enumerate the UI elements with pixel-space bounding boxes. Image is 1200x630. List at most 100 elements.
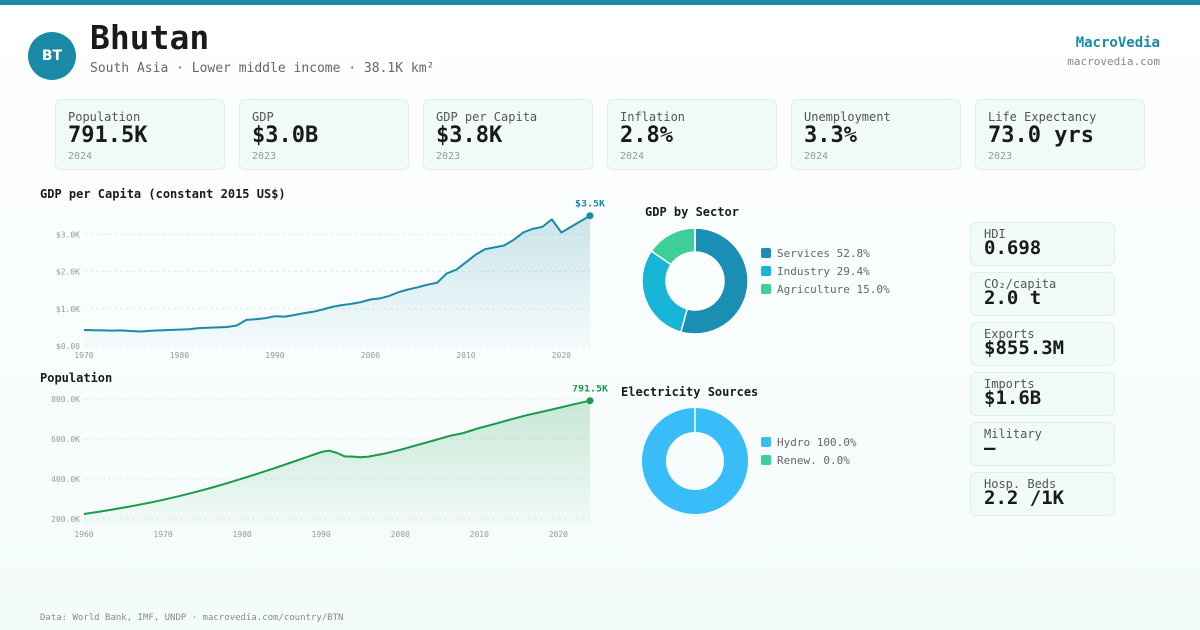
legend-label: Services <box>777 246 830 260</box>
y-tick-label: 800.0K <box>51 395 80 404</box>
x-tick-label: 1980 <box>232 530 251 539</box>
series-end-label: 791.5K <box>572 385 608 395</box>
brand-url[interactable]: macrovedia.com <box>1067 55 1160 68</box>
side-card-hdi: HDI 0.698 <box>970 222 1115 266</box>
legend-value: 100.0% <box>816 435 857 449</box>
electricity-chart-title: Electricity Sources <box>621 385 759 399</box>
stat-card-gdp-per-capita: GDP per Capita $3.8K 2023 <box>423 99 593 170</box>
y-tick-label: 600.0K <box>51 435 80 444</box>
series-end-point <box>586 212 594 220</box>
side-card-hospital-beds: Hosp. Beds 2.2 /1K <box>970 472 1115 516</box>
legend-swatch-hydro <box>761 437 771 447</box>
legend-swatch-renewable <box>761 455 771 465</box>
stat-card-inflation: Inflation 2.8% 2024 <box>607 99 777 170</box>
legend-swatch-agriculture <box>761 284 771 294</box>
series-line <box>83 399 591 515</box>
stat-value: $3.8K <box>436 123 503 148</box>
stat-value: $3.0B <box>252 123 319 148</box>
stat-value: 73.0 yrs <box>988 123 1094 148</box>
gdp-sector-donut <box>641 227 749 335</box>
y-tick-label: $2.0K <box>56 268 80 277</box>
population-chart: 200.0K 400.0K 600.0K 800.0K 1960 1970 1980 1990… <box>51 385 608 539</box>
legend-value: 52.8% <box>836 246 870 260</box>
donut-slice-services <box>679 227 749 335</box>
population-chart-title: Population <box>40 371 113 385</box>
side-stat-label: Hosp. Beds <box>984 477 1057 491</box>
legend-value: 15.0% <box>856 282 890 296</box>
stat-year: 2023 <box>436 151 461 162</box>
legend-label: Renew. <box>777 453 817 467</box>
side-card-exports: Exports $855.3M <box>970 322 1115 366</box>
electricity-legend: Hydro 100.0% Renew. 0.0% <box>761 433 857 469</box>
side-stat-label: HDI <box>984 227 1006 241</box>
stat-card-life-expectancy: Life Expectancy 73.0 yrs 2023 <box>975 99 1145 170</box>
y-tick-label: $0.00 <box>56 342 80 351</box>
stat-value: 2.8% <box>620 123 673 148</box>
x-tick-label: 1990 <box>265 351 284 360</box>
side-stat-value: 0.698 <box>984 237 1042 259</box>
stat-year: 2023 <box>988 151 1013 162</box>
gdp-sector-legend: Services 52.8% Industry 29.4% Agricultur… <box>761 244 890 298</box>
side-stat-label: Military <box>984 427 1042 441</box>
stat-value: 791.5K <box>68 123 148 148</box>
country-badge: BT <box>28 32 76 80</box>
series-area <box>84 215 590 346</box>
legend-label: Industry <box>777 264 830 278</box>
stat-label: Unemployment <box>804 110 891 124</box>
legend-label: Agriculture <box>777 282 850 296</box>
x-tick-label: 2020 <box>549 530 568 539</box>
side-stat-value: $855.3M <box>984 337 1065 359</box>
gdp-per-capita-chart-title: GDP per Capita (constant 2015 US$) <box>40 187 286 201</box>
stat-year: 2024 <box>68 151 93 162</box>
x-tick-label: 2000 <box>361 351 380 360</box>
side-stat-label: Imports <box>984 377 1035 391</box>
legend-swatch-industry <box>761 266 771 276</box>
gdp-sector-chart-title: GDP by Sector <box>645 205 739 219</box>
side-stat-label: Exports <box>984 327 1035 341</box>
series-line <box>83 214 591 333</box>
legend-swatch-services <box>761 248 771 258</box>
side-card-imports: Imports $1.6B <box>970 372 1115 416</box>
series-end-point <box>586 397 594 405</box>
country-name: Bhutan <box>90 18 210 57</box>
x-tick-label: 2010 <box>456 351 475 360</box>
y-tick-label: 400.0K <box>51 475 80 484</box>
y-tick-label: $1.0K <box>56 305 80 314</box>
legend-item-renewable: Renew. 0.0% <box>761 451 857 469</box>
donut-slice-industry <box>641 249 689 333</box>
x-tick-label: 1980 <box>170 351 189 360</box>
side-card-military: Military — <box>970 422 1115 466</box>
series-area <box>84 400 590 525</box>
side-stat-label: CO₂/capita <box>984 277 1057 291</box>
donut-slice-hydro <box>642 408 748 514</box>
country-subtitle: South Asia · Lower middle income · 38.1K… <box>90 61 435 76</box>
side-stat-value: 2.0 t <box>984 287 1042 309</box>
stat-label: Inflation <box>620 110 686 124</box>
side-stat-value: 2.2 /1K <box>984 487 1065 509</box>
x-tick-label: 1960 <box>74 530 93 539</box>
x-tick-label: 1970 <box>74 351 93 360</box>
legend-item-industry: Industry 29.4% <box>761 262 890 280</box>
stat-year: 2024 <box>620 151 645 162</box>
stat-year: 2024 <box>804 151 829 162</box>
gdp-per-capita-chart: $0.00 $1.0K $2.0K $3.0K 1970 1980 1990 2000 2010… <box>56 200 605 360</box>
stat-value: 3.3% <box>804 123 857 148</box>
side-card-co2: CO₂/capita 2.0 t <box>970 272 1115 316</box>
legend-item-agriculture: Agriculture 15.0% <box>761 280 890 298</box>
x-tick-label: 1970 <box>153 530 172 539</box>
stat-card-gdp: GDP $3.0B 2023 <box>239 99 409 170</box>
y-tick-label: 200.0K <box>51 515 80 524</box>
x-tick-label: 2020 <box>552 351 571 360</box>
x-tick-label: 1990 <box>312 530 331 539</box>
stat-card-unemployment: Unemployment 3.3% 2024 <box>791 99 961 170</box>
stat-label: Life Expectancy <box>988 110 1097 124</box>
y-tick-label: $3.0K <box>56 230 80 239</box>
stat-label: GDP per Capita <box>436 110 538 124</box>
series-end-label: $3.5K <box>575 200 605 210</box>
top-accent-bar <box>0 0 1200 5</box>
side-stat-value: $1.6B <box>984 387 1042 409</box>
legend-item-services: Services 52.8% <box>761 244 890 262</box>
x-tick-label: 2010 <box>470 530 489 539</box>
stat-label: GDP <box>252 110 274 124</box>
brand-name[interactable]: MacroVedia <box>1075 35 1160 51</box>
